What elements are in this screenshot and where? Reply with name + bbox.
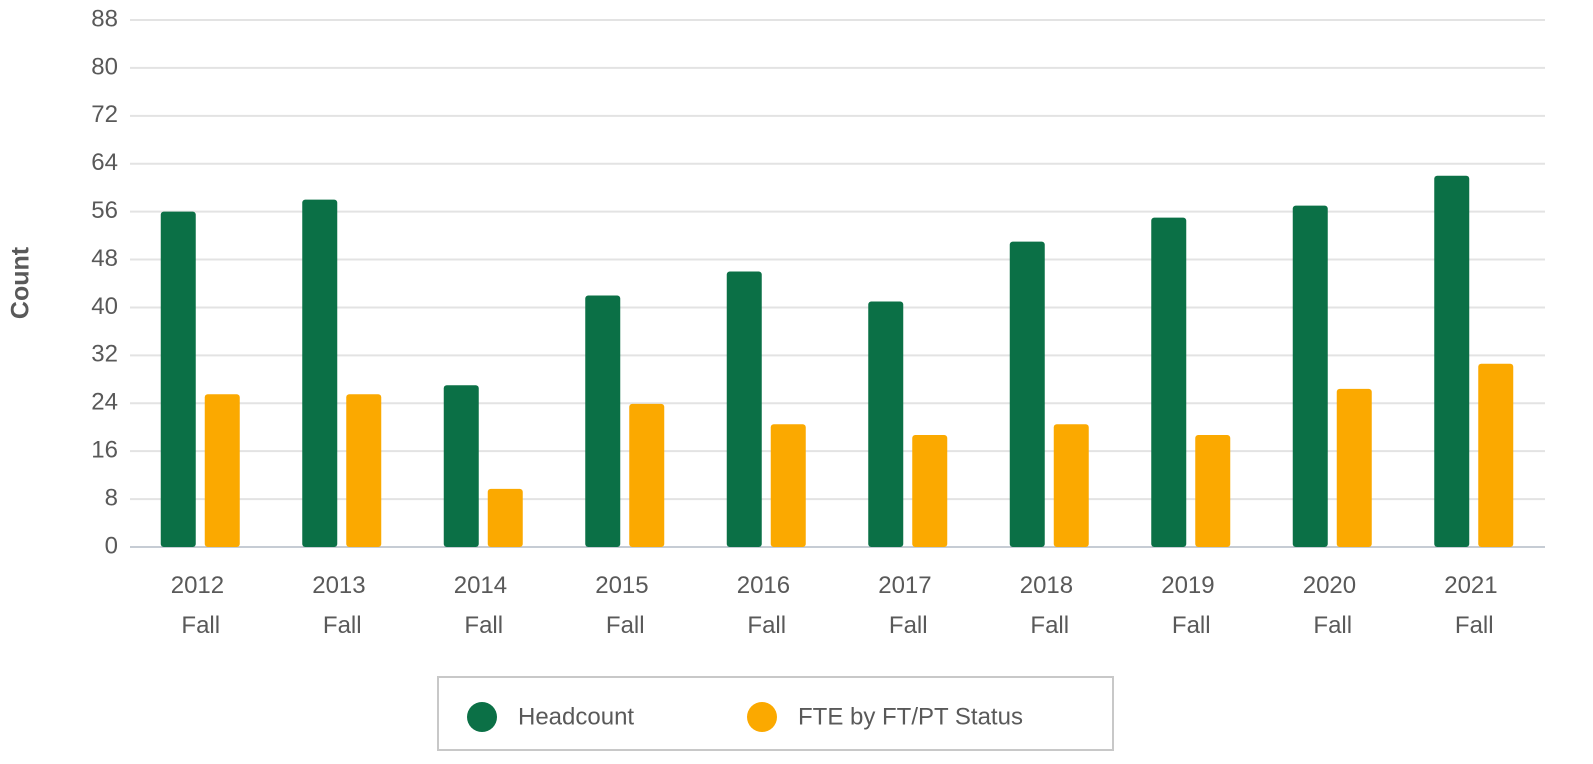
x-tick-label: 2020 Fall <box>1303 572 1363 639</box>
y-tick-label: 16 <box>91 437 118 464</box>
bar <box>1151 217 1187 547</box>
bar <box>1053 424 1089 547</box>
bar <box>1336 388 1372 547</box>
y-axis-label: Count <box>7 246 35 319</box>
bar <box>585 295 621 547</box>
legend-label: Headcount <box>518 703 634 730</box>
bar <box>302 199 338 547</box>
bar <box>1292 205 1328 548</box>
y-tick-label: 0 <box>105 532 118 559</box>
bar <box>204 394 240 547</box>
y-tick-label: 64 <box>91 149 118 176</box>
legend-marker <box>747 702 777 732</box>
bar <box>770 424 806 547</box>
y-tick-label: 8 <box>105 484 118 511</box>
legend-marker <box>467 702 497 732</box>
y-tick-label: 72 <box>91 101 118 128</box>
y-tick-label: 88 <box>91 5 118 32</box>
x-tick-label: 2013 Fall <box>312 572 372 639</box>
x-tick-label: 2012 Fall <box>171 572 231 639</box>
bar <box>1478 363 1514 547</box>
bar <box>160 211 196 548</box>
bar <box>443 385 479 547</box>
x-tick-label: 2018 Fall <box>1020 572 1080 639</box>
x-tick-label: 2016 Fall <box>737 572 797 639</box>
bar <box>1009 241 1045 548</box>
y-tick-label: 56 <box>91 197 118 224</box>
y-tick-label: 24 <box>91 389 118 416</box>
y-tick-label: 48 <box>91 245 118 272</box>
x-tick-label: 2014 Fall <box>454 572 514 639</box>
bar <box>1195 435 1231 547</box>
bar <box>868 301 904 547</box>
bar <box>487 488 523 547</box>
y-tick-label: 32 <box>91 341 118 368</box>
y-tick-label: 80 <box>91 53 118 80</box>
x-tick-label: 2021 Fall <box>1444 572 1504 639</box>
x-tick-label: 2017 Fall <box>878 572 938 639</box>
bar <box>726 271 762 547</box>
bar <box>629 403 665 547</box>
legend-label: FTE by FT/PT Status <box>798 703 1023 730</box>
x-tick-label: 2019 Fall <box>1161 572 1221 639</box>
bar <box>912 435 948 547</box>
x-tick-label: 2015 Fall <box>595 572 655 639</box>
y-tick-label: 40 <box>91 293 118 320</box>
bar <box>346 394 382 547</box>
bar <box>1434 175 1470 548</box>
